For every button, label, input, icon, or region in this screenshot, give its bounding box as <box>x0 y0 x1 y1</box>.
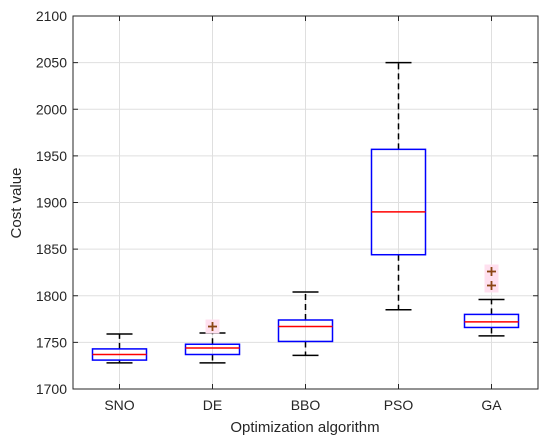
box-group-de <box>184 319 241 364</box>
y-tick-label: 2050 <box>36 55 67 71</box>
tick-labels: 1700 1750 1800 1850 1900 1950 2000 2050 2100 SNO D… <box>36 8 502 413</box>
box-iqr <box>463 313 520 329</box>
x-axis-label: Optimization algorithm <box>230 419 379 436</box>
box-group-pso <box>370 61 427 311</box>
axes <box>72 15 539 390</box>
x-tick-label: SNO <box>104 397 134 413</box>
x-tick-label: DE <box>203 397 222 413</box>
y-axis-label: Cost value <box>8 168 25 239</box>
box-iqr <box>184 343 241 356</box>
y-tick-label: 1900 <box>36 195 67 211</box>
box-iqr <box>277 319 334 343</box>
box-series <box>91 61 520 364</box>
box-group-sno <box>91 333 148 364</box>
box-group-bbo <box>277 291 334 357</box>
x-tick-label: GA <box>481 397 502 413</box>
y-tick-label: 2000 <box>36 101 67 117</box>
box-group-ga <box>463 264 520 337</box>
y-tick-label: 1800 <box>36 288 67 304</box>
y-tick-label: 1750 <box>36 334 67 350</box>
box-iqr <box>370 148 427 256</box>
x-tick-label: PSO <box>384 397 414 413</box>
y-tick-label: 1950 <box>36 148 67 164</box>
y-tick-label: 1700 <box>36 381 67 397</box>
x-tick-label: BBO <box>291 397 321 413</box>
plot-frame <box>72 15 539 390</box>
y-tick-label: 1850 <box>36 241 67 257</box>
y-tick-label: 2100 <box>36 8 67 24</box>
